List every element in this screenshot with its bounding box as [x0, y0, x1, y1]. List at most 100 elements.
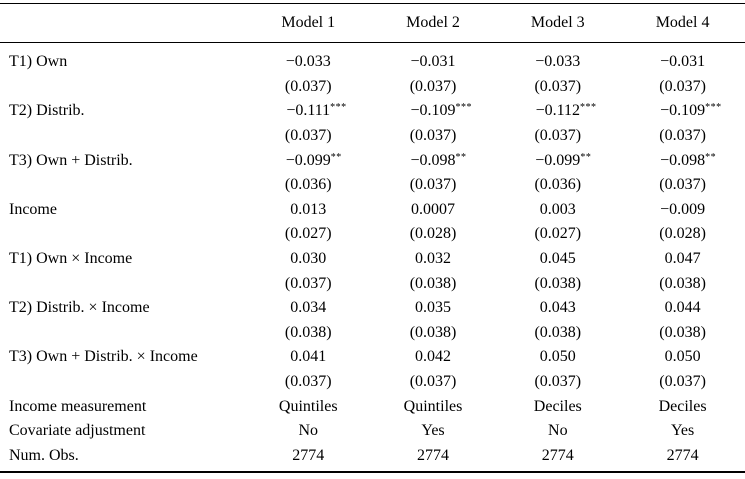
table-row: Covariate adjustment No Yes No Yes [0, 419, 745, 444]
cell-value: (0.037) [620, 370, 745, 395]
cell-text: −0.009 [660, 200, 706, 218]
cell-text: 2774 [666, 446, 699, 464]
cell-value: Yes [371, 419, 496, 444]
row-label [0, 370, 246, 395]
cell-value: Yes [620, 419, 745, 444]
stub-header [0, 3, 246, 43]
cell-value: (0.038) [495, 271, 620, 296]
cell-text: (0.038) [659, 274, 706, 292]
cell-value: (0.037) [371, 173, 496, 198]
column-header: Model 2 [370, 3, 496, 43]
cell-value: −0.109*** [410, 102, 473, 120]
cell-value: Deciles [495, 394, 620, 419]
cell-text: Deciles [658, 397, 707, 415]
cell-value: 0.035 [371, 296, 496, 321]
cell-text: −0.109 [660, 102, 706, 120]
cell-text: (0.037) [534, 77, 582, 95]
header-row: Model 1 Model 2 Model 3 Model 4 [0, 3, 745, 43]
cell-text: 0.050 [539, 348, 576, 366]
cell-text: 2774 [541, 446, 574, 464]
cell-text: (0.037) [659, 127, 706, 145]
cell-text: (0.037) [409, 127, 457, 145]
regression-table: Model 1 Model 2 Model 3 Model 4 T1) Own −0.0… [0, 3, 745, 474]
row-label: T2) Distrib. × Income [9, 299, 150, 317]
cell-value: 0.045 [495, 247, 620, 272]
cell-text: (0.037) [534, 127, 582, 145]
cell-value: 2774 [495, 444, 620, 473]
row-label: T1) Own [9, 53, 68, 71]
cell-value: (0.037) [495, 370, 620, 395]
table-row: (0.027) (0.028) (0.027) (0.028) [0, 222, 745, 247]
cell-value: 0.050 [495, 345, 620, 370]
cell-text: Yes [670, 422, 695, 440]
cell-value: −0.033 [246, 43, 371, 75]
cell-value: Quintiles [371, 394, 496, 419]
table-row: (0.037) (0.037) (0.037) (0.037) [0, 370, 745, 395]
row-label: Covariate adjustment [9, 422, 146, 440]
column-header: Model 1 [245, 3, 371, 43]
cell-text: −0.031 [410, 53, 456, 71]
cell-text: 0.003 [539, 200, 576, 218]
table-row: T2) Distrib. −0.111*** −0.109*** −0.112*** −… [0, 99, 745, 124]
cell-text: −0.098 [410, 151, 456, 169]
cell-value: (0.037) [620, 75, 745, 100]
cell-text: 0.013 [290, 200, 327, 218]
row-label: T3) Own + Distrib. [9, 151, 133, 169]
cell-text: 0.032 [415, 250, 452, 268]
table-row: T3) Own + Distrib. × Income 0.041 0.042 0.0… [0, 345, 745, 370]
cell-value: (0.037) [620, 124, 745, 149]
cell-text: −0.109 [410, 102, 456, 120]
cell-value: 0.030 [246, 247, 371, 272]
row-label: Num. Obs. [9, 446, 79, 464]
row-label: Income measurement [9, 397, 147, 415]
cell-value: 0.047 [620, 247, 745, 272]
cell-text: −0.031 [660, 53, 706, 71]
cell-text: (0.028) [659, 225, 706, 243]
cell-value: 0.043 [495, 296, 620, 321]
cell-text: 0.0007 [411, 200, 456, 218]
row-label: T3) Own + Distrib. × Income [9, 348, 198, 366]
cell-text: (0.038) [284, 323, 332, 341]
cell-value: (0.037) [495, 75, 620, 100]
cell-value: (0.037) [371, 75, 496, 100]
cell-text: (0.037) [284, 274, 332, 292]
cell-text: (0.037) [409, 77, 457, 95]
cell-value: −0.009 [620, 198, 745, 223]
cell-value: (0.037) [246, 75, 371, 100]
cell-text: (0.037) [534, 373, 582, 391]
cell-text: 0.045 [539, 250, 576, 268]
cell-text: (0.037) [409, 176, 457, 194]
cell-text: (0.037) [409, 373, 457, 391]
cell-value: (0.037) [246, 271, 371, 296]
cell-text: (0.038) [534, 323, 582, 341]
cell-text: Quintiles [278, 397, 338, 415]
row-label [0, 222, 246, 247]
cell-text: Quintiles [403, 397, 463, 415]
cell-text: −0.112 [535, 102, 581, 120]
cell-text: (0.037) [284, 77, 332, 95]
cell-value: 0.032 [371, 247, 496, 272]
cell-text: (0.027) [534, 225, 582, 243]
cell-value: (0.037) [620, 173, 745, 198]
cell-value: 2774 [620, 444, 745, 473]
column-header: Model 4 [620, 3, 745, 43]
cell-text: 0.042 [415, 348, 452, 366]
cell-value: −0.098** [660, 151, 717, 169]
cell-text: No [298, 422, 319, 440]
cell-value: No [495, 419, 620, 444]
cell-value: No [246, 419, 371, 444]
cell-text: (0.038) [409, 323, 457, 341]
table-row: Num. Obs. 2774 2774 2774 2774 [0, 444, 745, 473]
cell-value: −0.033 [495, 43, 620, 75]
row-label: Income [9, 200, 57, 218]
row-label [0, 75, 246, 100]
table-row: Income 0.013 0.0007 0.003 −0.009 [0, 198, 745, 223]
cell-text: (0.037) [659, 373, 706, 391]
cell-text: 0.050 [664, 348, 701, 366]
table-row: T1) Own −0.033 −0.031 −0.033 −0.031 [0, 43, 745, 75]
cell-text: (0.038) [659, 323, 706, 341]
cell-value: (0.037) [246, 370, 371, 395]
cell-value: Deciles [620, 394, 745, 419]
cell-value: (0.037) [246, 124, 371, 149]
cell-value: −0.112*** [535, 102, 597, 120]
